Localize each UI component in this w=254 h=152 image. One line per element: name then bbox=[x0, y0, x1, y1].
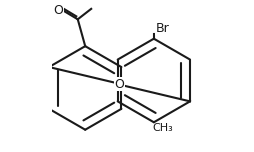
Text: O: O bbox=[53, 4, 63, 17]
Text: O: O bbox=[115, 78, 124, 91]
Text: Br: Br bbox=[156, 22, 170, 35]
Text: CH₃: CH₃ bbox=[152, 123, 173, 133]
